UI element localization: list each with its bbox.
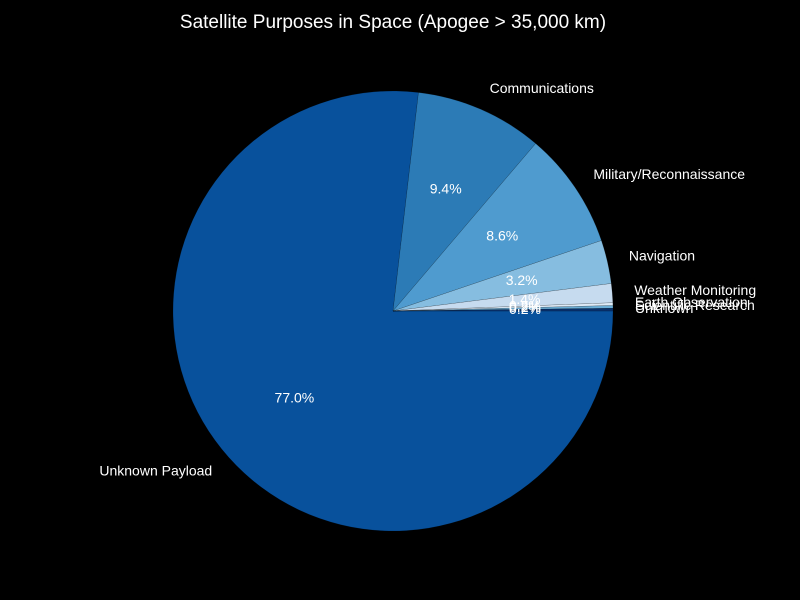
pie-slice-navigation (392, 240, 612, 312)
slice-percent-weather-monitoring: 1.4% (509, 291, 541, 307)
slice-percent-military-reconnaissance: 8.6% (486, 228, 518, 244)
pie-slice-unknown (392, 308, 614, 312)
slice-percent-unknown-payload: 77.0% (275, 389, 315, 405)
slice-label-unknown: Unknown (635, 300, 693, 316)
chart-title: Satellite Purposes in Space (Apogee > 35… (180, 12, 606, 33)
pie-slice-earth-observation (392, 302, 614, 312)
slice-label-military-reconnaissance: Military/Reconnaissance (593, 166, 745, 182)
slice-label-earth-observation: Earth Observation (635, 294, 748, 310)
slice-label-communications: Communications (490, 80, 594, 96)
slice-percent-scientific-research: 0.2% (509, 299, 541, 315)
slice-percent-communications: 9.4% (430, 181, 462, 197)
slice-label-weather-monitoring: Weather Monitoring (634, 282, 756, 298)
pie-slices (172, 90, 614, 532)
pie-slice-unknown-payload (172, 90, 614, 532)
slice-label-unknown-payload: Unknown Payload (99, 463, 212, 479)
pie-slice-scientific-research (392, 305, 614, 312)
pie-labels: Unknown Payload 77.0% Communications 9.4% Mi… (99, 80, 756, 479)
slice-label-scientific-research: Scientific Research (635, 297, 755, 313)
pie-slice-communications (392, 92, 536, 312)
slice-percent-earth-observation: 0.2% (509, 298, 541, 314)
slice-percent-navigation: 3.2% (506, 272, 538, 288)
pie-slice-weather-monitoring (392, 283, 614, 312)
slice-percent-unknown: 0.2% (509, 301, 541, 317)
pie-slice-military-reconnaissance (392, 143, 602, 312)
slice-label-navigation: Navigation (629, 248, 695, 264)
